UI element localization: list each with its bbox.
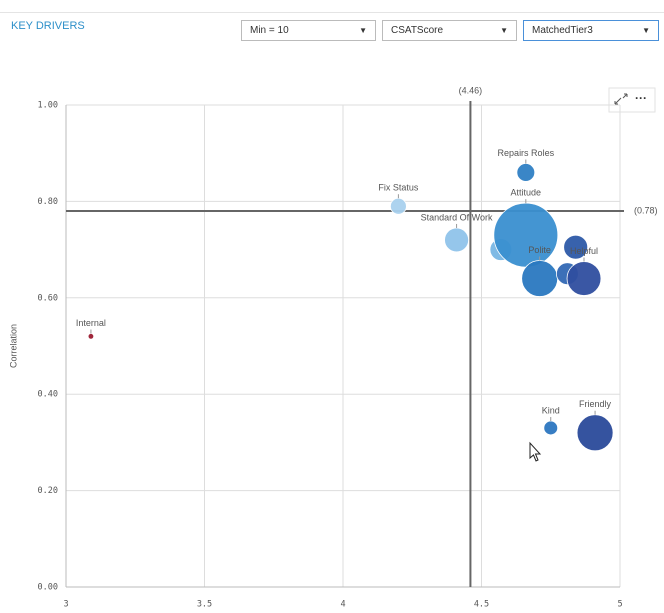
y-tick-label: 0.40 <box>38 390 58 400</box>
x-tick-label: 5 <box>617 600 622 610</box>
menu-box <box>608 87 656 113</box>
filter-label: MatchedTier3 <box>532 25 593 36</box>
x-tick-label: 4 <box>340 600 345 610</box>
x-tick-label: 3 <box>63 600 68 610</box>
sheet-title: KEY DRIVERS <box>11 20 85 32</box>
dropdown-arrow: ▼ <box>500 26 508 35</box>
y-axis-label: Correlation <box>8 324 18 368</box>
y-tick-label: 0.60 <box>38 293 58 303</box>
bubble <box>566 261 602 296</box>
filter-dropdown[interactable]: CSATScore ▼ <box>382 20 517 41</box>
bubble-label: Standard Of Work <box>421 212 493 222</box>
mouse-cursor <box>529 441 542 462</box>
bubble <box>389 197 407 215</box>
bubble-label: Friendly <box>579 399 612 409</box>
bubble-label: Attitude <box>511 188 542 198</box>
bubble <box>576 414 614 452</box>
x-tick-label: 4.5 <box>474 600 489 610</box>
bubble-label: Repairs Roles <box>498 148 555 158</box>
filter-dropdown[interactable]: MatchedTier3 ▼ <box>523 20 659 41</box>
bubble-label: Kind <box>542 405 560 415</box>
bubble-label: Internal <box>76 318 106 328</box>
y-tick-label: 0.20 <box>38 486 58 496</box>
y-tick-label: 1.00 <box>38 101 58 111</box>
bubble-label: Polite <box>528 245 551 255</box>
plot: 0.00 0.20 0.40 0.60 0.80 1.00 3 3.5 4 4.5 5 (4.46) (… <box>38 85 658 609</box>
reference-label: (0.78) <box>634 205 658 215</box>
bubble <box>563 234 589 260</box>
expand-icon[interactable] <box>614 93 628 105</box>
filter-dropdown[interactable]: Min = 10 ▼ <box>241 20 376 41</box>
x-tick-label: 3.5 <box>197 600 212 610</box>
y-tick-label: 0.00 <box>38 583 58 593</box>
bubble <box>493 202 559 268</box>
y-tick-label: 0.80 <box>38 197 58 207</box>
dropdown-arrow: ▼ <box>642 26 650 35</box>
filter-label: CSATScore <box>391 25 444 36</box>
bubble-label: Helpful <box>570 246 598 256</box>
filter-label: Min = 10 <box>250 25 289 36</box>
bubble <box>444 227 469 253</box>
more-icon[interactable]: ··· <box>635 91 647 105</box>
chart-menu: ··· <box>608 87 656 113</box>
bubble-label: Fix Status <box>378 183 419 193</box>
top-rule <box>0 12 664 13</box>
dropdown-arrow: ▼ <box>359 26 367 35</box>
bubble <box>521 260 559 297</box>
bubble <box>543 420 559 436</box>
bubble <box>87 333 95 340</box>
bubble <box>516 163 536 182</box>
reference-label: (4.46) <box>459 85 483 95</box>
